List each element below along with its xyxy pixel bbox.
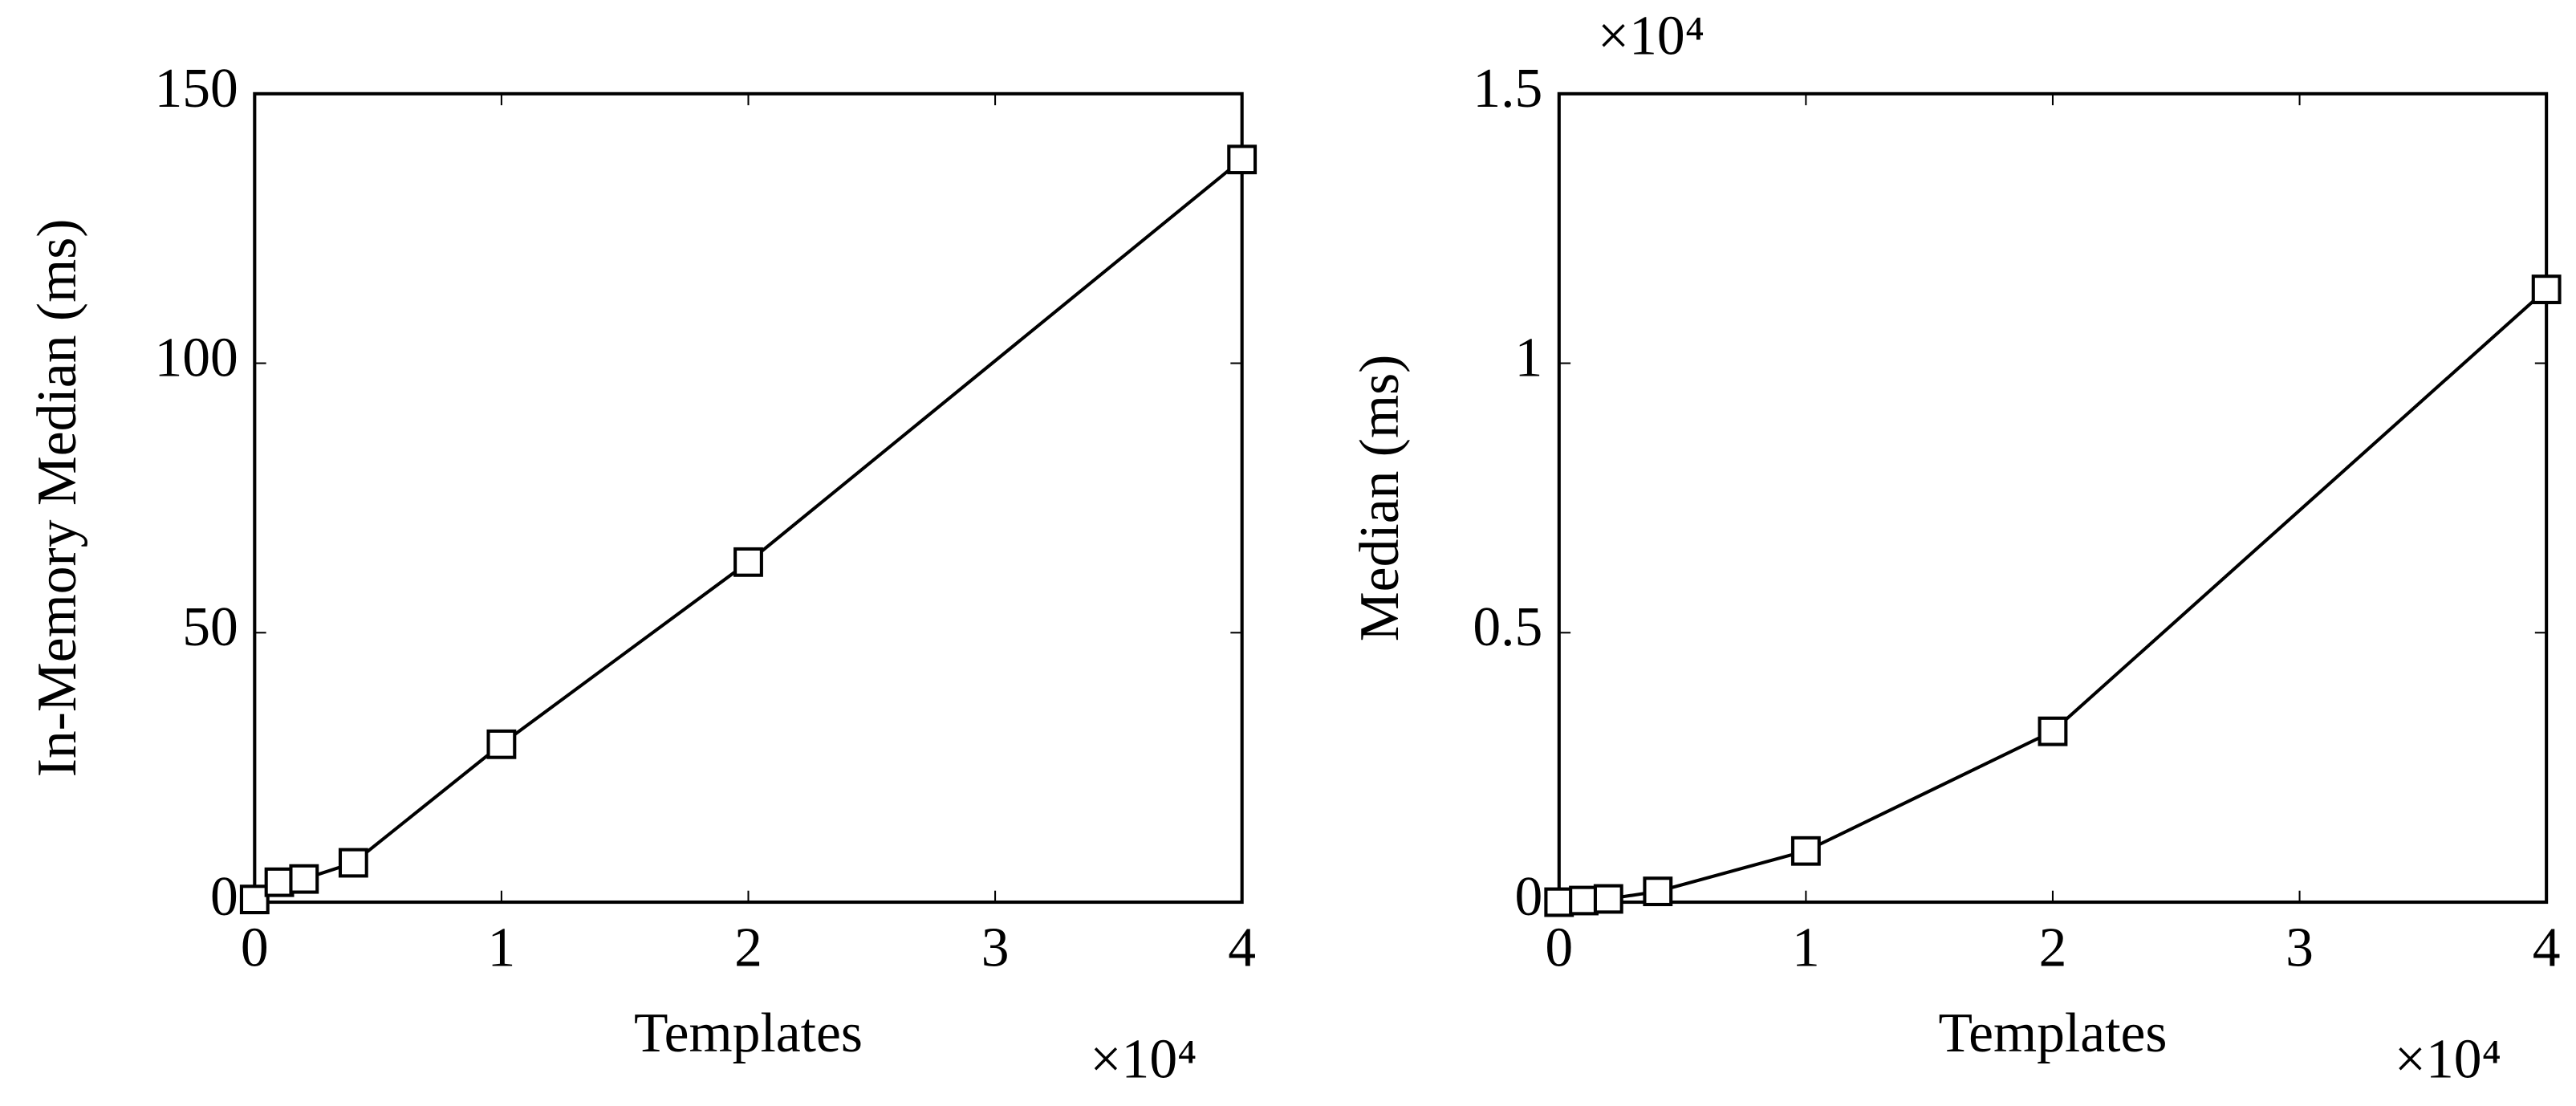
data-marker — [1593, 884, 1623, 914]
x-tick-label: 2 — [734, 917, 762, 978]
y-tick-label: 1.5 — [1473, 58, 1542, 120]
x-multiplier: ×10⁴ — [1090, 1029, 1197, 1091]
x-tick-label: 0 — [1545, 917, 1573, 978]
y-tick-label: 50 — [182, 596, 238, 658]
x-axis-label: Templates — [1938, 1002, 2167, 1064]
data-marker — [1790, 836, 1821, 866]
data-marker — [264, 867, 295, 897]
x-tick-label: 0 — [241, 917, 269, 978]
data-marker — [1227, 144, 1258, 175]
x-tick-label: 4 — [2533, 917, 2561, 978]
y-tick-label: 0.5 — [1473, 596, 1542, 658]
plot-frame — [253, 91, 1244, 905]
y-tick-label: 1 — [1515, 327, 1543, 389]
data-marker — [2038, 716, 2068, 746]
data-marker — [486, 729, 517, 759]
data-marker — [1544, 887, 1574, 917]
x-tick-label: 2 — [2039, 917, 2067, 978]
x-tick-label: 1 — [488, 917, 516, 978]
data-line — [1558, 288, 2548, 905]
y-multiplier: ×10⁴ — [1598, 5, 1704, 67]
x-tick-label: 1 — [1792, 917, 1820, 978]
y-tick-label: 150 — [154, 58, 238, 120]
data-marker — [1643, 876, 1673, 907]
data-marker — [338, 848, 368, 878]
data-marker — [239, 884, 270, 915]
x-axis-label: Templates — [634, 1002, 863, 1064]
data-marker — [289, 864, 319, 894]
data-line — [254, 158, 1243, 901]
data-marker — [1569, 885, 1599, 916]
y-tick-label: 0 — [210, 866, 238, 928]
x-multiplier: ×10⁴ — [2395, 1029, 2501, 1091]
y-axis-label: In-Memory Median (ms) — [26, 219, 88, 778]
x-tick-label: 3 — [2285, 917, 2314, 978]
x-tick-label: 4 — [1228, 917, 1256, 978]
x-tick-label: 3 — [981, 917, 1010, 978]
y-tick-label: 0 — [1515, 866, 1543, 928]
data-marker — [733, 547, 763, 577]
y-axis-label: Median (ms) — [1349, 355, 1411, 642]
y-tick-label: 100 — [154, 327, 238, 389]
data-marker — [2531, 274, 2562, 304]
plot-frame — [1557, 91, 2549, 905]
